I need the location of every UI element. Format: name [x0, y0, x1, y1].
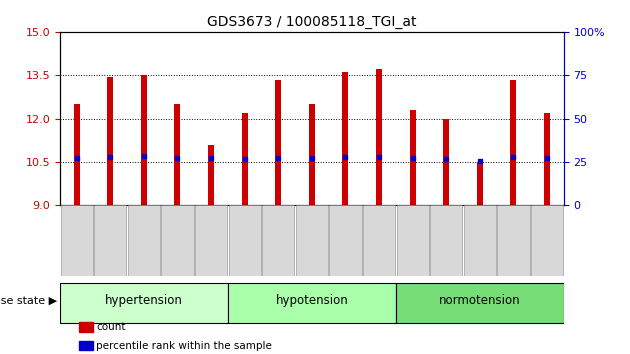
Bar [544, 113, 550, 205]
Bar [74, 104, 79, 205]
Text: disease state ▶: disease state ▶ [0, 296, 57, 306]
Bar [343, 72, 348, 205]
Bar [141, 75, 147, 205]
Bar [275, 80, 281, 205]
FancyBboxPatch shape [396, 282, 564, 323]
Bar [175, 104, 180, 205]
FancyBboxPatch shape [60, 205, 93, 276]
FancyBboxPatch shape [161, 205, 193, 276]
FancyBboxPatch shape [262, 205, 294, 276]
FancyBboxPatch shape [60, 282, 228, 323]
Text: count: count [96, 322, 126, 332]
FancyBboxPatch shape [94, 205, 127, 276]
FancyBboxPatch shape [531, 205, 563, 276]
Bar [510, 80, 517, 205]
FancyBboxPatch shape [430, 205, 462, 276]
Bar [376, 69, 382, 205]
Bar [242, 113, 248, 205]
FancyBboxPatch shape [295, 205, 328, 276]
Bar [477, 162, 483, 205]
FancyBboxPatch shape [363, 205, 395, 276]
FancyBboxPatch shape [195, 205, 227, 276]
FancyBboxPatch shape [228, 282, 396, 323]
Text: percentile rank within the sample: percentile rank within the sample [96, 341, 272, 351]
Text: hypertension: hypertension [105, 295, 183, 307]
FancyBboxPatch shape [396, 205, 429, 276]
Bar [107, 77, 113, 205]
Text: hypotension: hypotension [275, 295, 348, 307]
Bar [410, 110, 416, 205]
Text: normotension: normotension [439, 295, 520, 307]
FancyBboxPatch shape [464, 205, 496, 276]
FancyBboxPatch shape [497, 205, 530, 276]
Bar [444, 119, 449, 205]
Title: GDS3673 / 100085118_TGI_at: GDS3673 / 100085118_TGI_at [207, 16, 416, 29]
Bar [309, 104, 315, 205]
FancyBboxPatch shape [229, 205, 261, 276]
Bar [208, 144, 214, 205]
FancyBboxPatch shape [128, 205, 160, 276]
FancyBboxPatch shape [329, 205, 362, 276]
